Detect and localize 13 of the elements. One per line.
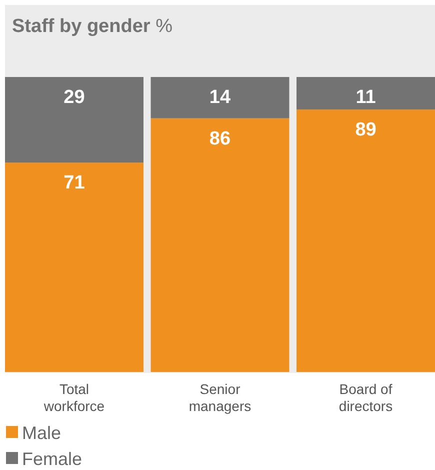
legend-label: Female	[22, 449, 82, 469]
data-label: 86	[209, 128, 231, 150]
data-label: 29	[64, 87, 85, 108]
chart-title: Staff by gender	[12, 16, 151, 37]
data-label: 89	[355, 119, 376, 140]
data-label: 11	[356, 87, 376, 108]
x-tick-label: Board of directors	[338, 381, 393, 414]
x-tick-label: Total workforce	[42, 381, 105, 414]
x-tick-label: Senior managers	[188, 381, 252, 414]
data-label: 14	[209, 87, 231, 108]
chart-subtitle: %	[150, 16, 173, 37]
legend-label: Male	[22, 423, 62, 443]
data-label: 71	[64, 172, 86, 194]
